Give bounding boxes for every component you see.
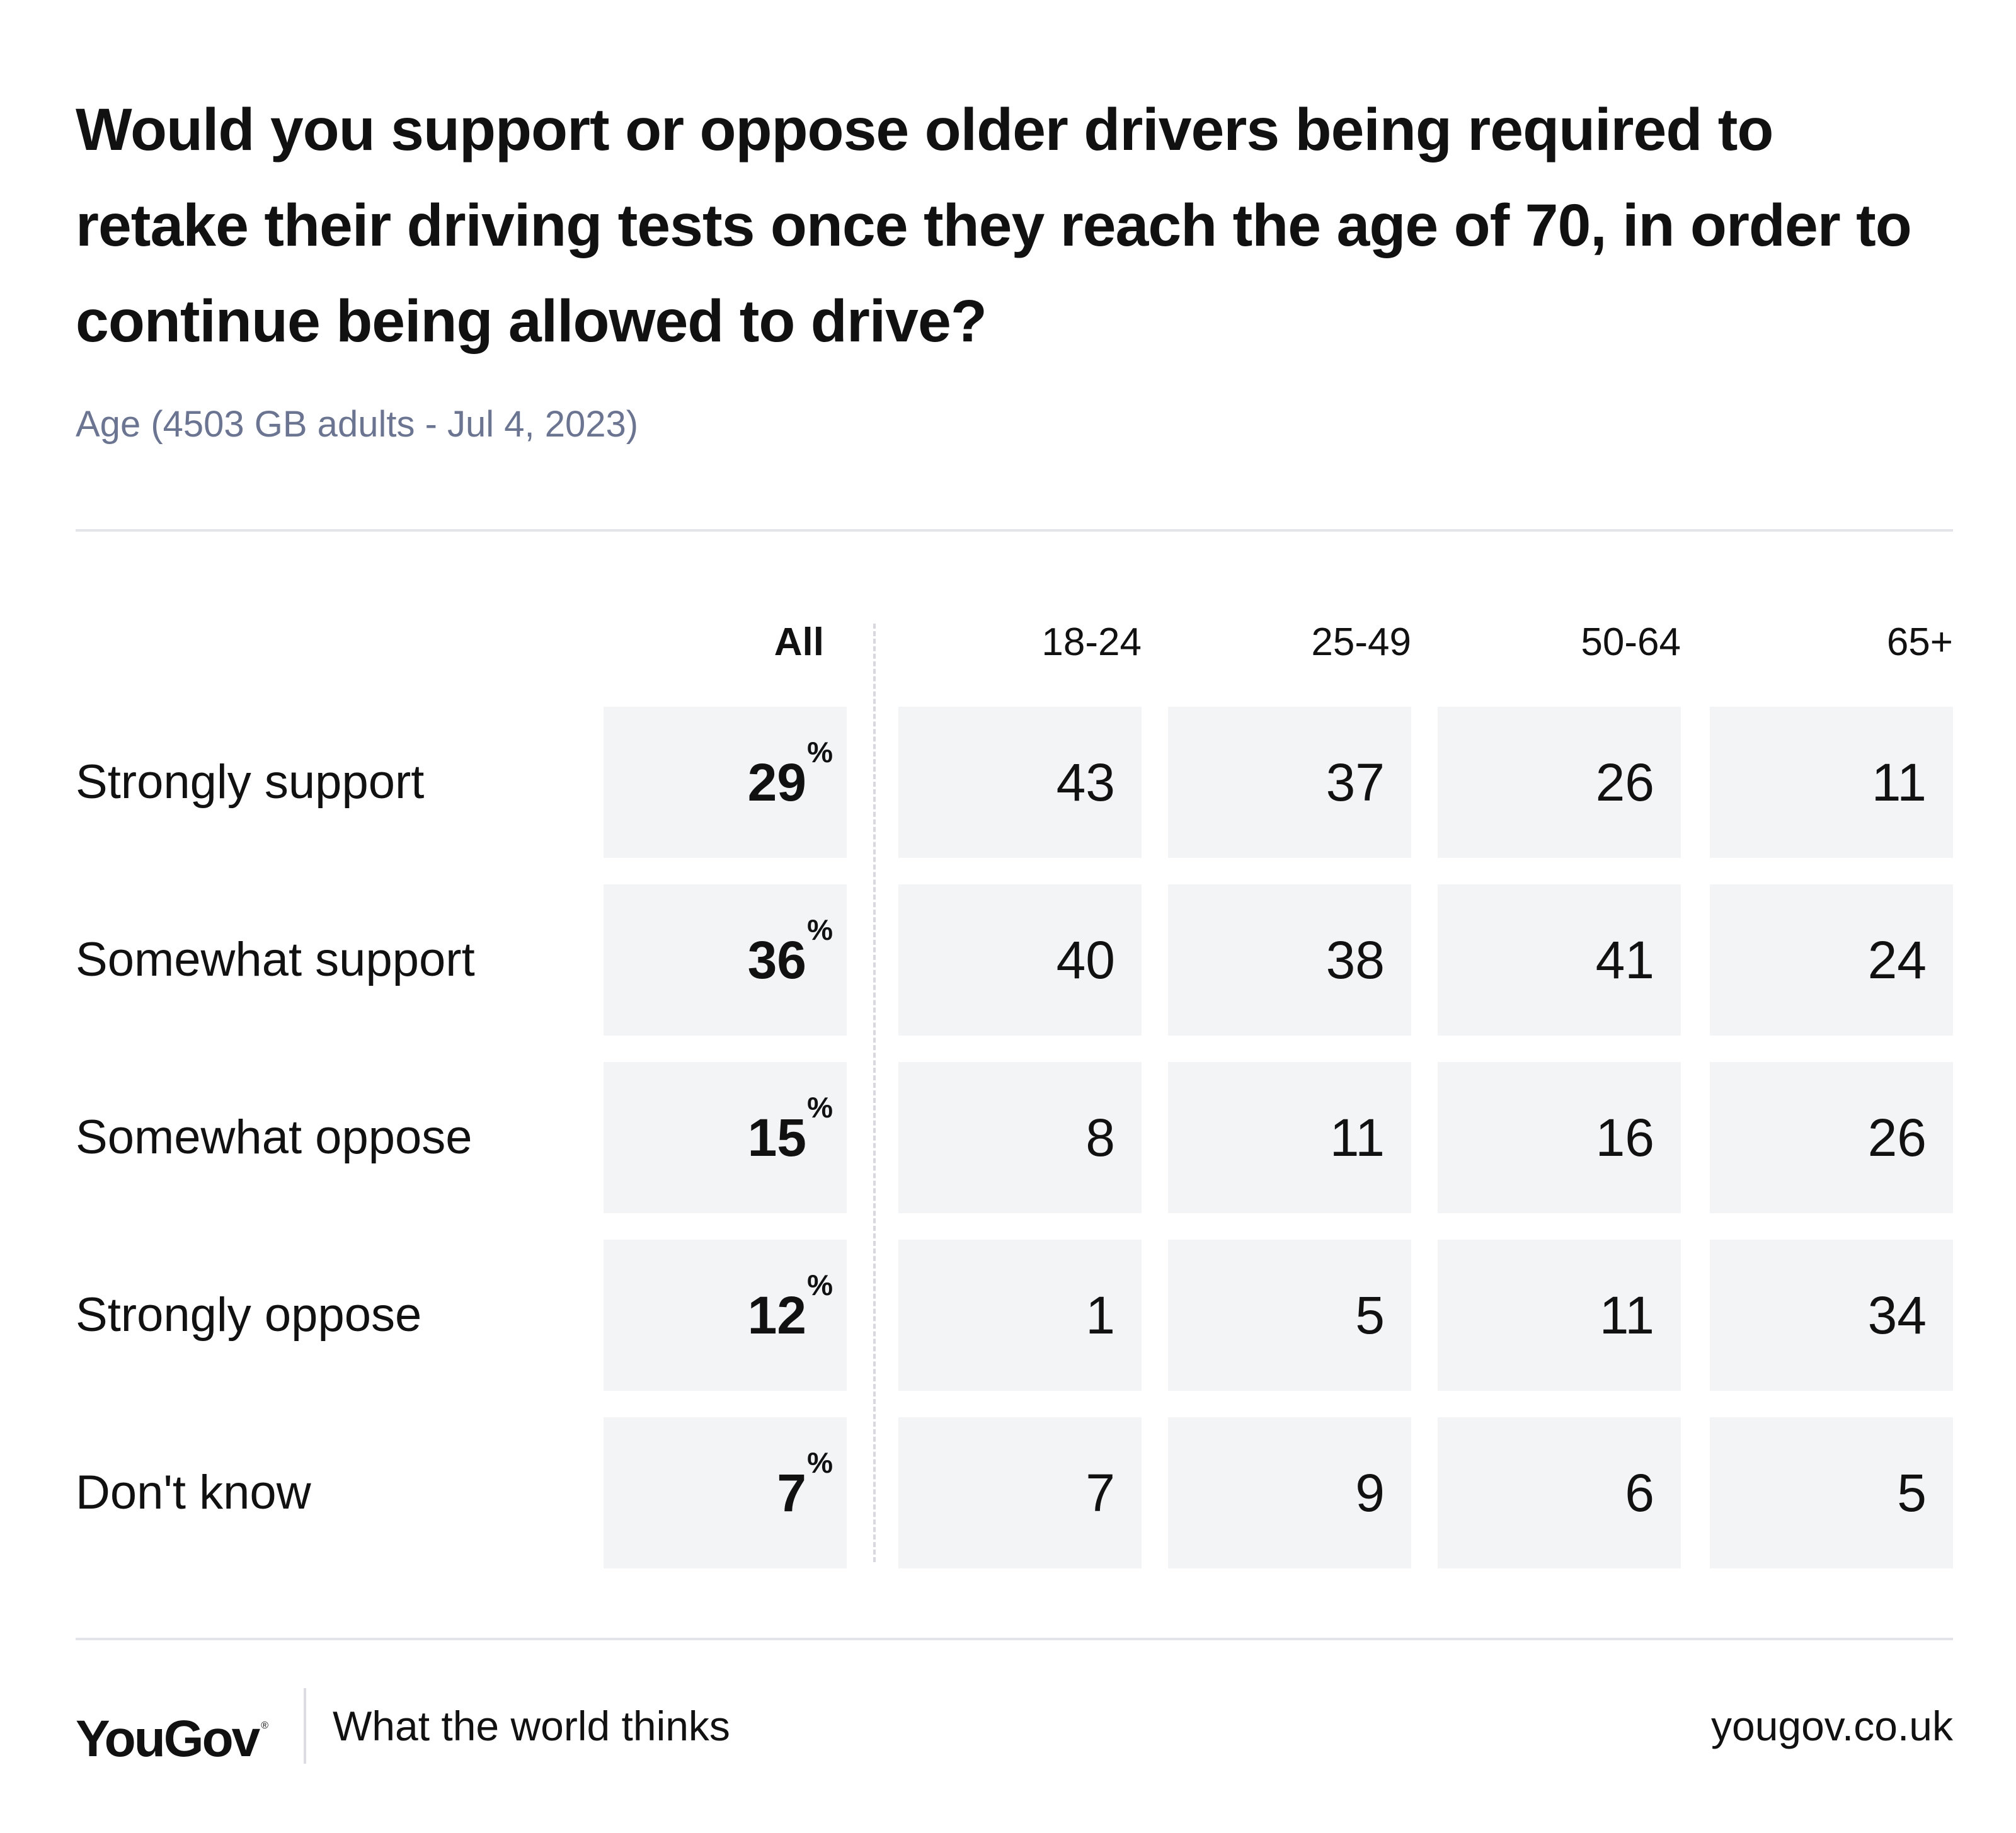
value-cell: 43 — [898, 707, 1142, 858]
value-cell: 11 — [1710, 707, 1953, 858]
value-cell: 37 — [1168, 707, 1411, 858]
column-header-18-24: 18-24 — [1041, 620, 1142, 664]
column-header-25-49: 25-49 — [1311, 620, 1411, 664]
row-label: Strongly support — [76, 755, 425, 809]
value-cell: 5 — [1168, 1240, 1411, 1391]
value-cell: 40 — [898, 884, 1142, 1036]
value-number: 36 — [747, 930, 806, 990]
all-value-cell: 29% — [604, 707, 847, 858]
value-number: 29 — [747, 753, 806, 812]
value-cell: 26 — [1438, 707, 1681, 858]
row-label: Strongly oppose — [76, 1288, 422, 1342]
percent-sign: % — [807, 1269, 833, 1301]
brand-name: YouGov — [76, 1710, 260, 1767]
percent-sign: % — [807, 913, 833, 946]
value-cell: 41 — [1438, 884, 1681, 1036]
value-number: 7 — [777, 1463, 806, 1522]
percent-sign: % — [807, 1091, 833, 1124]
footer-url: yougov.co.uk — [1710, 1703, 1953, 1749]
footer-tagline: What the world thinks — [333, 1703, 730, 1749]
bottom-rule — [76, 1638, 1953, 1640]
all-value-cell: 36% — [604, 884, 847, 1036]
chart-title: Would you support or oppose older driver… — [76, 96, 1912, 355]
value-cell: 1 — [898, 1240, 1142, 1391]
value-cell: 8 — [898, 1062, 1142, 1213]
value-number: 15 — [747, 1108, 806, 1167]
value-cell: 11 — [1438, 1240, 1681, 1391]
value-cell: 38 — [1168, 884, 1411, 1036]
top-rule — [76, 529, 1953, 532]
value-cell: 24 — [1710, 884, 1953, 1036]
value-cell: 7 — [898, 1417, 1142, 1568]
value-cell: 9 — [1168, 1417, 1411, 1568]
value-cell: 16 — [1438, 1062, 1681, 1213]
chart-subtitle: Age (4503 GB adults - Jul 4, 2023) — [76, 404, 639, 445]
column-header-65-: 65+ — [1886, 620, 1953, 664]
yougov-logo: YouGov ® — [76, 1688, 269, 1767]
value-cell: 34 — [1710, 1240, 1953, 1391]
value-cell: 11 — [1168, 1062, 1411, 1213]
all-value-cell: 7% — [604, 1417, 847, 1568]
value-cell: 26 — [1710, 1062, 1953, 1213]
percent-sign: % — [807, 1446, 833, 1479]
value-cell: 6 — [1438, 1417, 1681, 1568]
column-header-all: All — [774, 620, 824, 664]
value-cell: 5 — [1710, 1417, 1953, 1568]
footer-separator — [304, 1688, 306, 1764]
all-value-cell: 15% — [604, 1062, 847, 1213]
row-label: Somewhat oppose — [76, 1111, 472, 1164]
column-header-50-64: 50-64 — [1581, 620, 1681, 664]
row-label: Don't know — [76, 1466, 311, 1519]
all-value-cell: 12% — [604, 1240, 847, 1391]
row-label: Somewhat support — [76, 933, 475, 986]
value-number: 12 — [747, 1286, 806, 1345]
brand-mark: ® — [261, 1720, 269, 1731]
percent-sign: % — [807, 736, 833, 768]
column-divider — [873, 624, 876, 1562]
